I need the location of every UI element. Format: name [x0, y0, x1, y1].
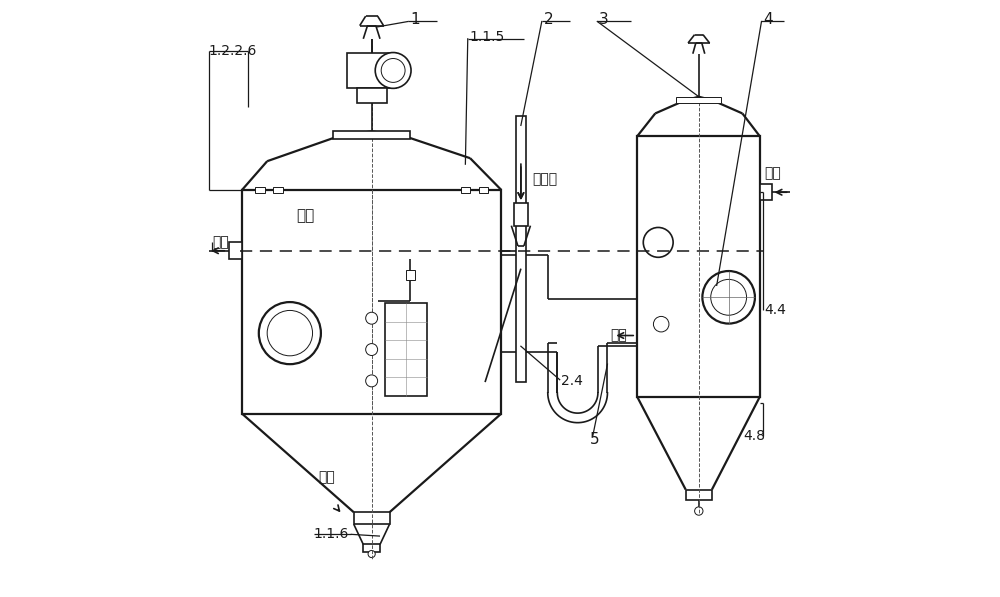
Text: 絮凝剂: 絮凝剂 [532, 172, 557, 186]
Bar [514, 203, 528, 226]
Bar [406, 270, 415, 280]
Bar [479, 187, 488, 193]
Circle shape [711, 279, 747, 315]
Text: 1.2.2.6: 1.2.2.6 [209, 44, 257, 58]
Text: 3: 3 [599, 12, 609, 27]
Text: 2.4: 2.4 [561, 374, 583, 388]
Circle shape [368, 550, 375, 558]
Circle shape [259, 302, 321, 364]
Text: 4.8: 4.8 [743, 429, 765, 443]
Bar [686, 490, 712, 500]
Circle shape [653, 316, 669, 332]
Text: 5: 5 [590, 432, 599, 447]
Circle shape [267, 310, 313, 356]
Text: 2: 2 [544, 12, 554, 27]
Text: 1.1.5: 1.1.5 [469, 30, 504, 44]
Text: 糖汁: 糖汁 [764, 166, 781, 180]
Circle shape [375, 53, 411, 88]
Circle shape [366, 344, 378, 355]
Bar [229, 242, 242, 259]
Circle shape [366, 312, 378, 324]
Bar [516, 116, 526, 382]
Text: 液面: 液面 [296, 208, 314, 224]
Bar [676, 97, 721, 103]
Bar [363, 544, 380, 552]
Bar [273, 187, 283, 193]
Bar [637, 136, 760, 397]
Bar [242, 190, 501, 414]
Bar [385, 303, 427, 396]
Text: 清汁: 清汁 [212, 235, 229, 249]
Circle shape [366, 375, 378, 387]
Circle shape [643, 227, 673, 257]
Circle shape [702, 271, 755, 324]
Bar [760, 184, 772, 200]
Text: 泥浆: 泥浆 [319, 470, 335, 485]
Text: 1: 1 [410, 12, 420, 27]
Bar [255, 187, 265, 193]
Text: 糖汁: 糖汁 [610, 328, 627, 343]
Bar [347, 53, 396, 88]
Bar [354, 512, 390, 524]
Bar [357, 88, 387, 103]
Text: 1.1.6: 1.1.6 [314, 527, 349, 541]
Bar [461, 187, 470, 193]
Circle shape [381, 59, 405, 82]
Text: 4: 4 [763, 12, 773, 27]
Bar [333, 131, 410, 139]
Circle shape [695, 507, 703, 515]
Text: 4.4: 4.4 [764, 303, 786, 318]
